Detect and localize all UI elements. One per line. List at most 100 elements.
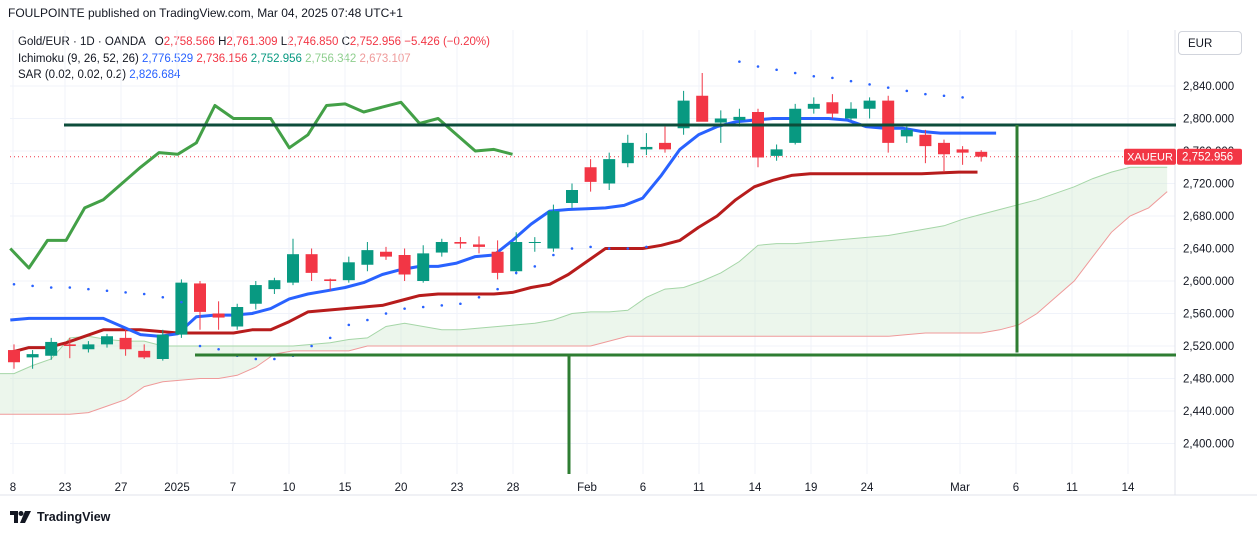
symbol-name[interactable]: Gold/EUR · 1D · OANDA	[18, 36, 146, 48]
sar-label[interactable]: SAR (0.02, 0.02, 0.2)	[18, 69, 127, 81]
candle	[45, 337, 58, 360]
candle	[677, 90, 690, 135]
sar-dot	[496, 287, 499, 291]
candle-body	[640, 146, 653, 150]
legend: Gold/EUR · 1D · OANDA O2,758.566 H2,761.…	[18, 34, 490, 84]
candle-body	[380, 251, 392, 257]
time-tick-label: 14	[749, 482, 762, 494]
sar-dot	[514, 271, 518, 275]
time-tick-label: 2025	[164, 482, 190, 494]
ichimoku-label[interactable]: Ichimoku (9, 26, 52, 26)	[18, 52, 139, 65]
candle-body	[547, 211, 560, 249]
candle-body	[584, 167, 597, 182]
candle-body	[900, 129, 913, 137]
price-tick-label: 2,800.000	[1183, 114, 1234, 126]
candle	[342, 256, 355, 283]
candle-body	[231, 307, 244, 327]
candle-body	[621, 142, 634, 164]
candle	[138, 344, 151, 359]
candle	[938, 139, 950, 173]
candle-body	[677, 100, 690, 129]
candle-body	[473, 244, 485, 247]
tradingview-footer[interactable]: TradingView	[10, 510, 110, 524]
sar-dot	[142, 292, 146, 296]
sar-dot	[273, 357, 276, 361]
publisher-line: FOULPOINTE published on TradingView.com,…	[8, 6, 403, 20]
price-tick-label: 2,480.000	[1183, 374, 1234, 386]
sar-dot	[440, 304, 444, 307]
high-value: 2,761.309	[226, 36, 278, 48]
change-value: −5.426 (−0.20%)	[404, 36, 490, 48]
sar-dot	[477, 295, 481, 299]
candle-body	[305, 254, 318, 273]
candle-body	[82, 344, 95, 350]
candle	[956, 146, 969, 165]
price-tick-label: 2,560.000	[1183, 309, 1234, 321]
candle-body	[454, 242, 467, 244]
candle-body	[528, 242, 541, 243]
time-tick-label: 11	[693, 482, 705, 494]
candle	[268, 277, 281, 294]
ichimoku-span-b-line	[0, 191, 1168, 415]
price-tag-symbol-bg	[1124, 148, 1176, 165]
ichimoku-span-a-value: 2,756.342	[305, 52, 357, 65]
time-tick-label: 24	[861, 482, 874, 494]
candles	[8, 73, 988, 369]
price-tick-label: 2,640.000	[1183, 244, 1234, 256]
time-tick-label: 7	[230, 482, 236, 494]
candle	[231, 303, 244, 330]
candle-body	[417, 253, 430, 281]
sar-value: 2,826.684	[129, 69, 181, 81]
sar-dot	[607, 247, 611, 250]
sar-dot	[347, 323, 351, 327]
candle	[212, 301, 225, 330]
candle	[621, 134, 634, 168]
candle	[547, 204, 560, 252]
sar-dot	[68, 286, 72, 289]
candle	[752, 108, 764, 168]
candle-body	[566, 190, 578, 203]
time-tick-label: 11	[1066, 482, 1078, 494]
candle	[696, 73, 709, 122]
candle-body	[324, 279, 337, 281]
candle	[8, 344, 20, 369]
open-label: O	[154, 36, 164, 48]
legend-symbol-row: Gold/EUR · 1D · OANDA O2,758.566 H2,761.…	[18, 34, 490, 51]
sar-dot	[886, 86, 890, 89]
time-tick-label: 23	[59, 482, 72, 494]
candle	[156, 329, 169, 361]
candle	[435, 238, 448, 257]
ichimoku-span-a-line	[0, 166, 1168, 375]
sar-dot	[756, 65, 760, 68]
sar-dot	[961, 96, 964, 99]
candle-body	[26, 354, 39, 358]
candle	[975, 150, 988, 162]
time-tick-label: 27	[115, 482, 128, 494]
sar-dot	[812, 74, 816, 78]
candle-body	[882, 100, 895, 143]
price-tag: XAUEUR 2,752.956	[1124, 148, 1242, 165]
candle-body	[63, 344, 76, 346]
sar-dot	[738, 60, 741, 63]
ichimoku-span-b-value: 2,673.107	[359, 52, 411, 65]
sar-dot	[942, 94, 946, 98]
candle-body	[8, 350, 20, 363]
time-tick-label: 23	[451, 482, 464, 494]
candle-body	[491, 251, 504, 273]
candle	[659, 126, 671, 153]
time-tick-label: 20	[395, 482, 408, 494]
candle-body	[603, 159, 616, 184]
tradingview-logo-icon	[10, 511, 31, 523]
candle-body	[975, 151, 988, 157]
candle	[324, 278, 337, 291]
candle	[584, 159, 597, 192]
candle	[510, 232, 523, 275]
legend-ichimoku-row: Ichimoku (9, 26, 52, 26) 2,776.529 2,736…	[18, 51, 490, 68]
candle	[175, 279, 188, 338]
candle-body	[138, 350, 151, 358]
candle	[714, 110, 727, 143]
candle-body	[212, 313, 225, 318]
currency-selector[interactable]: EUR	[1178, 31, 1242, 55]
sar-dot	[570, 247, 574, 250]
